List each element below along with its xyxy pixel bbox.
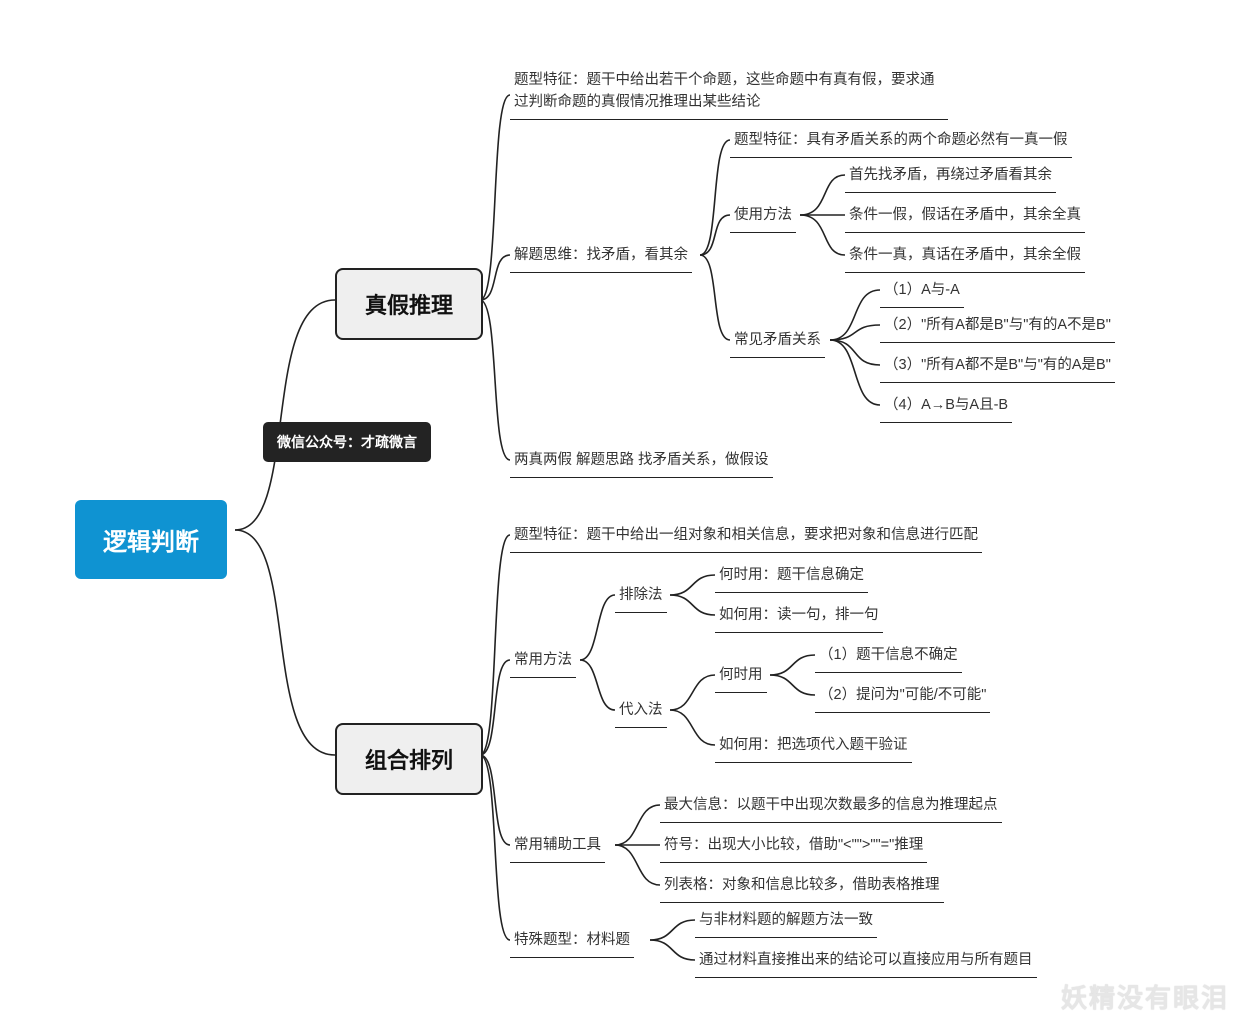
b1-usage-1: 首先找矛盾，再绕过矛盾看其余 xyxy=(845,160,1056,193)
b1-c2-c: 常见矛盾关系 xyxy=(730,325,825,358)
b2-excl-2: 如何用：读一句，排一句 xyxy=(715,600,883,633)
b1-usage-2: 条件一假，假话在矛盾中，其余全真 xyxy=(845,200,1085,233)
root-node[interactable]: 逻辑判断 xyxy=(75,500,227,579)
b1-contra-3: （3）"所有A都不是B"与"有的A是B" xyxy=(880,350,1115,383)
b2-spec-2: 通过材料直接推出来的结论可以直接应用与所有题目 xyxy=(695,945,1037,978)
b2-sub-when-2: （2）提问为"可能/不可能" xyxy=(815,680,990,713)
b1-c2-b: 使用方法 xyxy=(730,200,796,233)
b1-contra-2: （2）"所有A都是B"与"有的A不是B" xyxy=(880,310,1115,343)
b1-c3: 两真两假 解题思路 找矛盾关系，做假设 xyxy=(510,445,773,478)
b2-aux-2: 符号：出现大小比较，借助"<"">""="推理 xyxy=(660,830,927,863)
watermark: 妖精没有眼泪 xyxy=(1061,978,1229,1015)
b2-c2: 常用方法 xyxy=(510,645,576,678)
branch2-label: 组合排列 xyxy=(365,748,453,773)
wechat-badge: 微信公众号：才疏微言 xyxy=(263,422,431,462)
b2-c4: 特殊题型：材料题 xyxy=(510,925,634,958)
b1-contra-4: （4）A→B与A且-B xyxy=(880,390,1012,423)
branch1-label: 真假推理 xyxy=(365,293,453,318)
b1-usage-3: 条件一真，真话在矛盾中，其余全假 xyxy=(845,240,1085,273)
branch2-box[interactable]: 组合排列 xyxy=(335,723,483,795)
badge-label: 微信公众号：才疏微言 xyxy=(277,434,417,450)
b2-aux-3: 列表格：对象和信息比较多，借助表格推理 xyxy=(660,870,944,903)
b2-aux-1: 最大信息：以题干中出现次数最多的信息为推理起点 xyxy=(660,790,1002,823)
b2-sub-how: 如何用：把选项代入题干验证 xyxy=(715,730,912,763)
b2-sub: 代入法 xyxy=(615,695,667,728)
b2-sub-when-1: （1）题干信息不确定 xyxy=(815,640,962,673)
b2-c1: 题型特征：题干中给出一组对象和相关信息，要求把对象和信息进行匹配 xyxy=(510,520,982,553)
b2-exclude: 排除法 xyxy=(615,580,667,613)
branch1-box[interactable]: 真假推理 xyxy=(335,268,483,340)
b2-c3: 常用辅助工具 xyxy=(510,830,605,863)
b1-c2: 解题思维：找矛盾，看其余 xyxy=(510,240,692,273)
b1-c1: 题型特征：题干中给出若干个命题，这些命题中有真有假，要求通过判断命题的真假情况推… xyxy=(510,65,948,120)
b2-sub-when: 何时用 xyxy=(715,660,767,693)
b2-excl-1: 何时用：题干信息确定 xyxy=(715,560,868,593)
b2-spec-1: 与非材料题的解题方法一致 xyxy=(695,905,877,938)
b1-c2-a: 题型特征：具有矛盾关系的两个命题必然有一真一假 xyxy=(730,125,1072,158)
b1-contra-1: （1）A与-A xyxy=(880,275,964,308)
root-label: 逻辑判断 xyxy=(103,529,199,556)
